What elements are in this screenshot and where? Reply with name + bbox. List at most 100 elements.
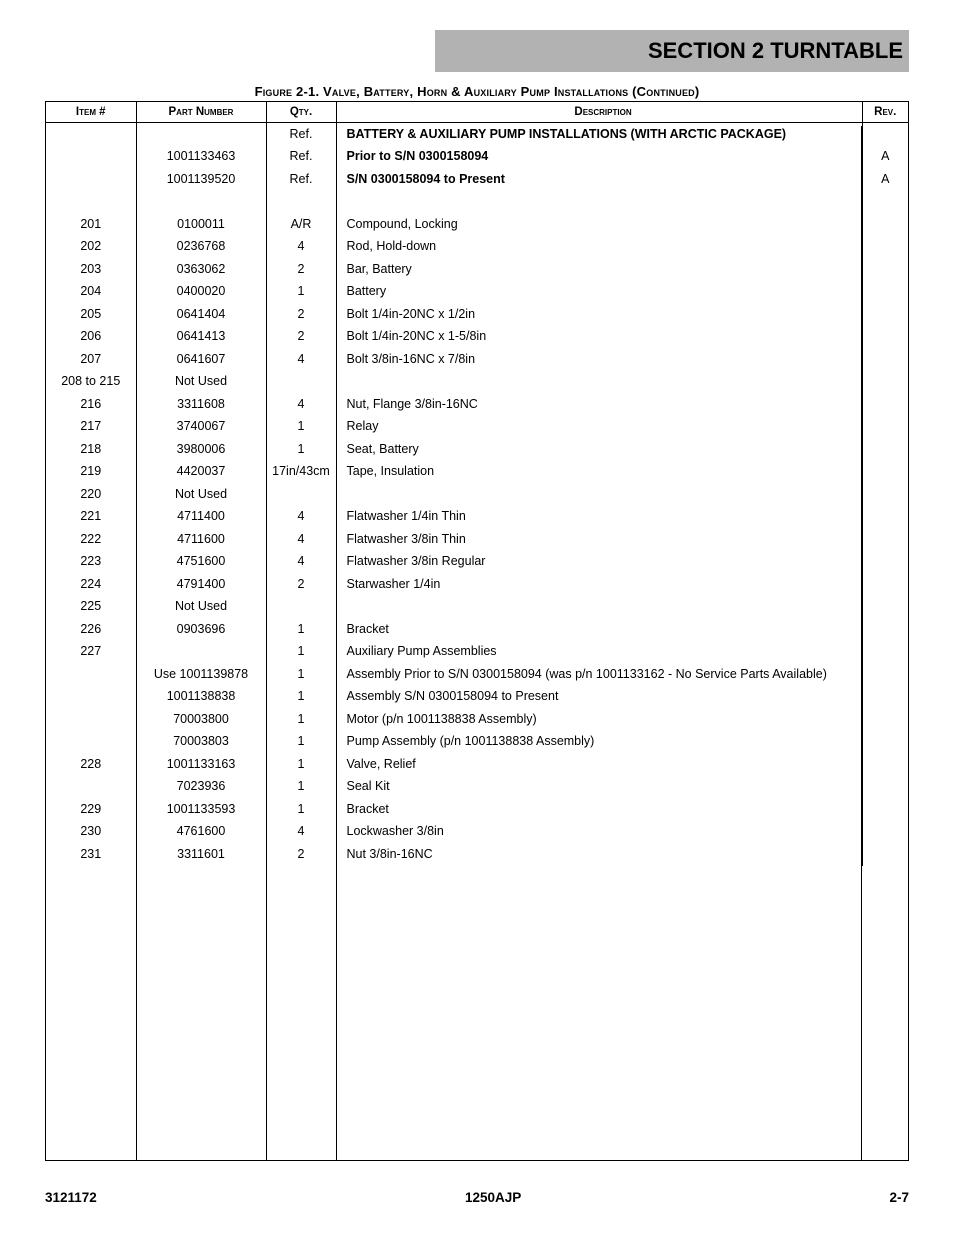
footer-right: 2-7	[889, 1190, 909, 1205]
cell-qty: 4	[266, 821, 336, 844]
cell-desc: Rod, Hold-down	[336, 236, 862, 259]
cell-qty: 4	[266, 236, 336, 259]
cell-item: 231	[46, 843, 136, 866]
cell-desc: Seat, Battery	[336, 438, 862, 461]
cell-desc: Bracket	[336, 618, 862, 641]
cell-qty	[266, 483, 336, 506]
table-row: Use 10011398781Assembly Prior to S/N 030…	[46, 663, 908, 686]
cell-item: 216	[46, 393, 136, 416]
cell-rev	[862, 213, 908, 236]
table-row: 1001139520Ref.S/N 0300158094 to PresentA	[46, 168, 908, 191]
cell-part: 0903696	[136, 618, 266, 641]
cell-qty: A/R	[266, 213, 336, 236]
cell-part: 0641404	[136, 303, 266, 326]
cell-item: 218	[46, 438, 136, 461]
cell-rev: A	[862, 168, 908, 191]
cell-rev	[862, 416, 908, 439]
table-vline	[136, 126, 137, 1160]
cell-rev	[862, 663, 908, 686]
cell-qty: 2	[266, 303, 336, 326]
cell-desc: Nut 3/8in-16NC	[336, 843, 862, 866]
table-row: 22147114004Flatwasher 1/4in Thin	[46, 506, 908, 529]
cell-rev	[862, 123, 908, 146]
cell-part: 0100011	[136, 213, 266, 236]
table-vline	[861, 126, 862, 1160]
table-row: 22810011331631Valve, Relief	[46, 753, 908, 776]
cell-item: 221	[46, 506, 136, 529]
cell-qty: 1	[266, 438, 336, 461]
cell-item: 219	[46, 461, 136, 484]
cell-qty: 1	[266, 753, 336, 776]
cell-desc: Bolt 1/4in-20NC x 1/2in	[336, 303, 862, 326]
parts-table-container: Item # Part Number Qty. Description Rev.…	[45, 101, 909, 1161]
cell-part: 4711600	[136, 528, 266, 551]
cell-qty: 2	[266, 573, 336, 596]
cell-part: Not Used	[136, 596, 266, 619]
table-row: 21737400671Relay	[46, 416, 908, 439]
table-row: 23047616004Lockwasher 3/8in	[46, 821, 908, 844]
footer-left: 3121172	[45, 1190, 97, 1205]
cell-qty: Ref.	[266, 123, 336, 146]
cell-rev	[862, 618, 908, 641]
cell-part: Not Used	[136, 371, 266, 394]
cell-item	[46, 663, 136, 686]
table-row: 219442003717in/43cmTape, Insulation	[46, 461, 908, 484]
cell-desc: Lockwasher 3/8in	[336, 821, 862, 844]
table-row: 70239361Seal Kit	[46, 776, 908, 799]
cell-qty: 1	[266, 731, 336, 754]
cell-qty: 2	[266, 843, 336, 866]
cell-part: 0236768	[136, 236, 266, 259]
cell-part	[136, 123, 266, 146]
cell-qty: 1	[266, 708, 336, 731]
cell-part	[136, 641, 266, 664]
cell-rev: A	[862, 146, 908, 169]
page-header: SECTION 2 TURNTABLE	[45, 30, 909, 72]
cell-desc	[336, 596, 862, 619]
col-qty-header: Qty.	[266, 102, 336, 123]
footer-center: 1250AJP	[465, 1190, 521, 1205]
parts-table: Item # Part Number Qty. Description Rev.…	[46, 102, 908, 866]
cell-rev	[862, 303, 908, 326]
table-row: 2271Auxiliary Pump Assemblies	[46, 641, 908, 664]
table-row: Ref.BATTERY & AUXILIARY PUMP INSTALLATIO…	[46, 123, 908, 146]
cell-rev	[862, 573, 908, 596]
cell-qty: 1	[266, 641, 336, 664]
cell-desc: Bar, Battery	[336, 258, 862, 281]
cell-desc: Assembly S/N 0300158094 to Present	[336, 686, 862, 709]
cell-desc: Prior to S/N 0300158094	[336, 146, 862, 169]
cell-part: 70003800	[136, 708, 266, 731]
table-row: 2010100011A/RCompound, Locking	[46, 213, 908, 236]
cell-desc: Seal Kit	[336, 776, 862, 799]
page-footer: 3121172 1250AJP 2-7	[45, 1190, 909, 1205]
cell-qty	[266, 596, 336, 619]
cell-item	[46, 686, 136, 709]
cell-part: 4791400	[136, 573, 266, 596]
cell-item	[46, 168, 136, 191]
table-row: 700038001Motor (p/n 1001138838 Assembly)	[46, 708, 908, 731]
cell-qty: 1	[266, 798, 336, 821]
table-row: 220Not Used	[46, 483, 908, 506]
cell-item	[46, 146, 136, 169]
cell-desc: Assembly Prior to S/N 0300158094 (was p/…	[336, 663, 862, 686]
cell-desc: S/N 0300158094 to Present	[336, 168, 862, 191]
cell-part: Not Used	[136, 483, 266, 506]
cell-rev	[862, 371, 908, 394]
table-row: 20303630622Bar, Battery	[46, 258, 908, 281]
cell-qty: 17in/43cm	[266, 461, 336, 484]
cell-rev	[862, 753, 908, 776]
cell-qty: 1	[266, 686, 336, 709]
cell-part: 4711400	[136, 506, 266, 529]
table-row: 20404000201Battery	[46, 281, 908, 304]
cell-item: 201	[46, 213, 136, 236]
cell-item: 229	[46, 798, 136, 821]
cell-rev	[862, 798, 908, 821]
cell-desc: Relay	[336, 416, 862, 439]
cell-item: 208 to 215	[46, 371, 136, 394]
cell-qty: 1	[266, 281, 336, 304]
table-row: 22247116004Flatwasher 3/8in Thin	[46, 528, 908, 551]
cell-desc: Motor (p/n 1001138838 Assembly)	[336, 708, 862, 731]
cell-item: 224	[46, 573, 136, 596]
cell-item: 202	[46, 236, 136, 259]
cell-rev	[862, 821, 908, 844]
cell-part: 1001133593	[136, 798, 266, 821]
